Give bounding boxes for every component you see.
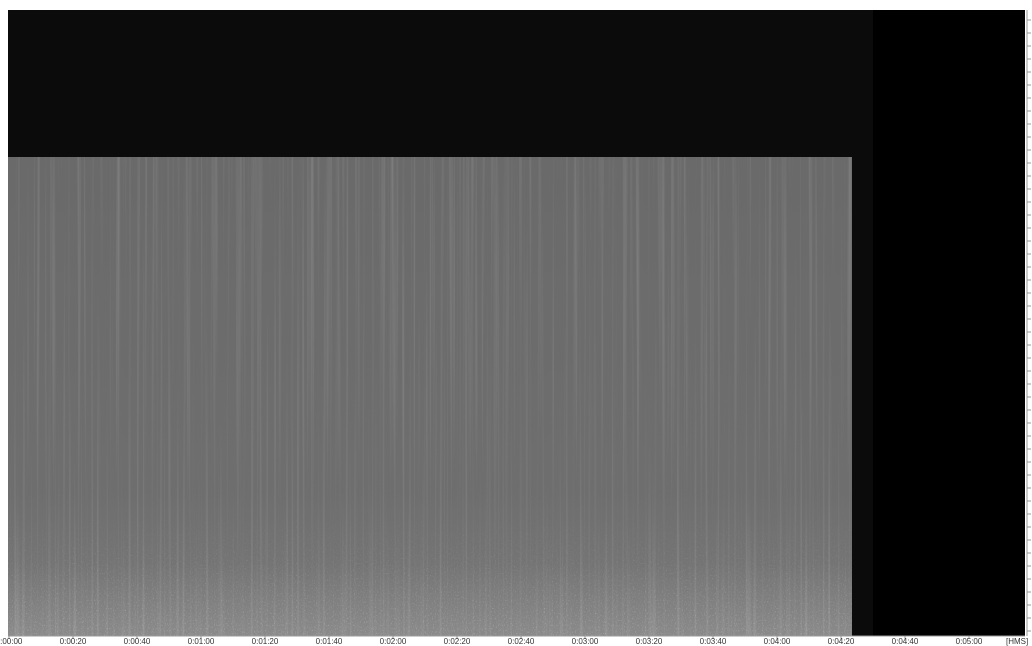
time-tick-label: 0:03:00 — [572, 637, 599, 646]
spectrogram: [HMS] 0:00:00 0:00:20 0:00:40 0:01:00 0:01:2… — [0, 0, 1032, 646]
time-unit-label: [HMS] — [1006, 637, 1028, 646]
spectrogram-noise — [8, 157, 852, 636]
time-tick-label: 0:02:20 — [444, 637, 471, 646]
time-tick-label: 0:00:00 — [0, 637, 23, 646]
time-tick-label: 0:03:40 — [700, 637, 727, 646]
time-tick-label: 0:00:40 — [124, 637, 151, 646]
time-tick-label: 0:04:20 — [828, 637, 855, 646]
empty-region — [873, 10, 1025, 636]
time-tick-label: 0:01:20 — [252, 637, 279, 646]
time-tick-label: 0:02:40 — [508, 637, 535, 646]
time-tick-label: 0:00:20 — [60, 637, 87, 646]
time-tick-label: 0:01:40 — [316, 637, 343, 646]
time-tick-label: 0:04:00 — [764, 637, 791, 646]
spectrogram-view: [HMS] 0:00:00 0:00:20 0:00:40 0:01:00 0:01:2… — [0, 0, 1032, 646]
time-tick-label: 0:05:00 — [956, 637, 983, 646]
time-tick-label: 0:02:00 — [380, 637, 407, 646]
time-tick-label: 0:01:00 — [188, 637, 215, 646]
time-tick-label: 0:04:40 — [892, 637, 919, 646]
time-tick-label: 0:03:20 — [636, 637, 663, 646]
